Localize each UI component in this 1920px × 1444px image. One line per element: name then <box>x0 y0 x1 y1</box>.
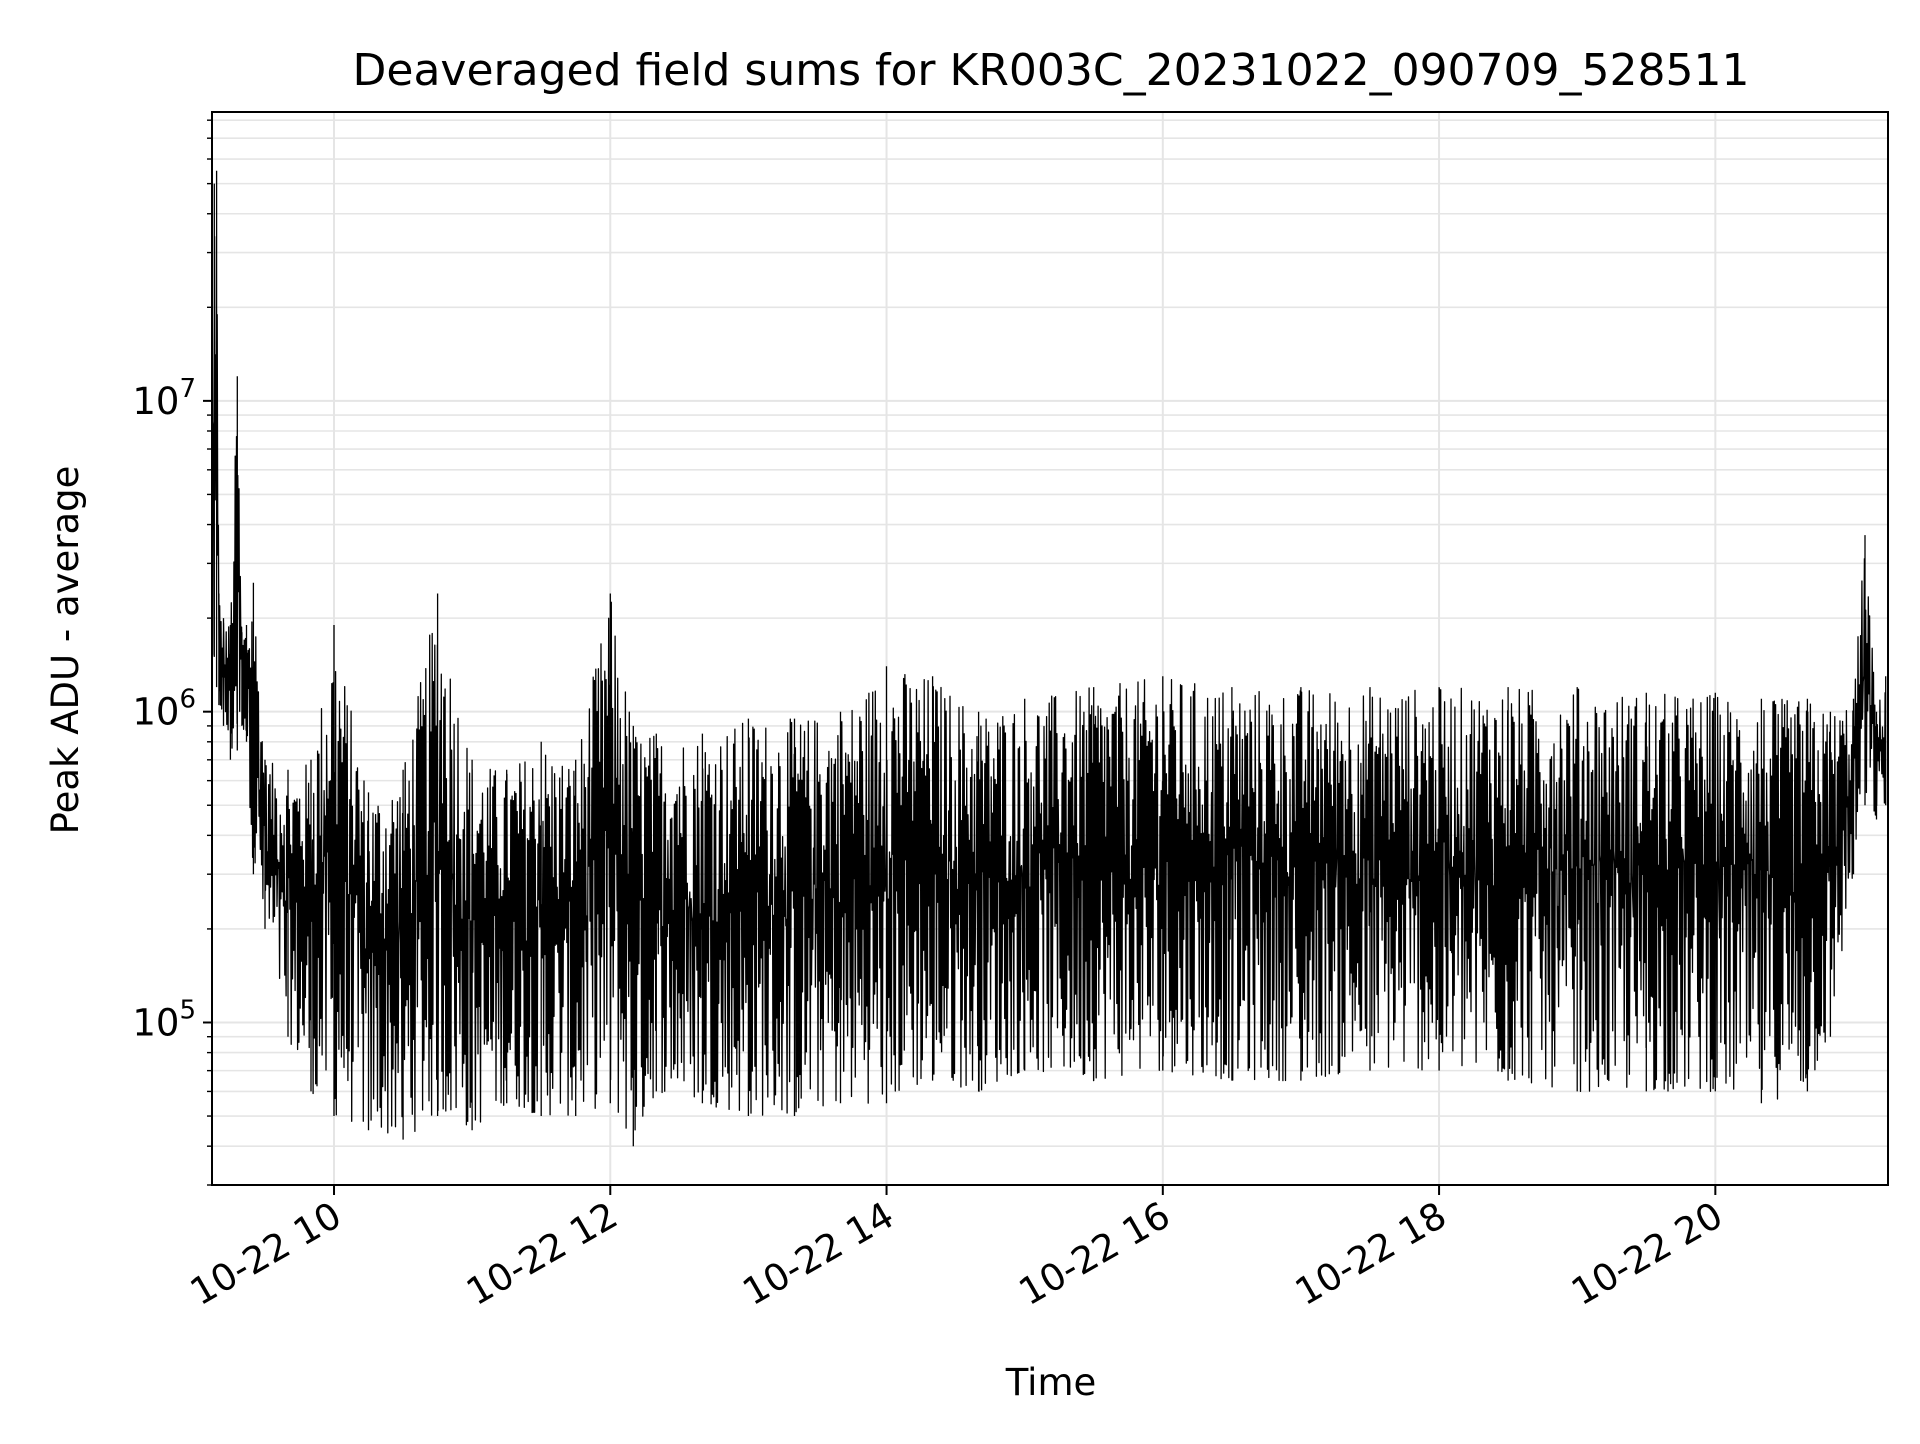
y-tick-label: 106 <box>132 685 196 734</box>
y-tick-label-base: 10 <box>132 380 179 423</box>
y-tick-label-base: 10 <box>132 691 179 734</box>
y-axis-label: Peak ADU - average <box>44 466 87 835</box>
y-tick-label: 105 <box>132 995 196 1044</box>
y-tick-label-base: 10 <box>132 1001 179 1044</box>
y-tick-label-exponent: 6 <box>179 685 196 715</box>
y-tick-label: 107 <box>132 374 196 423</box>
chart-title: Deaveraged field sums for KR003C_2023102… <box>353 45 1750 96</box>
x-axis-label: Time <box>1005 1361 1097 1404</box>
plot-frame <box>211 111 1889 1186</box>
y-tick-label-exponent: 5 <box>179 995 196 1025</box>
series-line-path <box>211 170 1887 1147</box>
y-tick-label-exponent: 7 <box>179 374 196 404</box>
series-line <box>211 170 1887 1147</box>
